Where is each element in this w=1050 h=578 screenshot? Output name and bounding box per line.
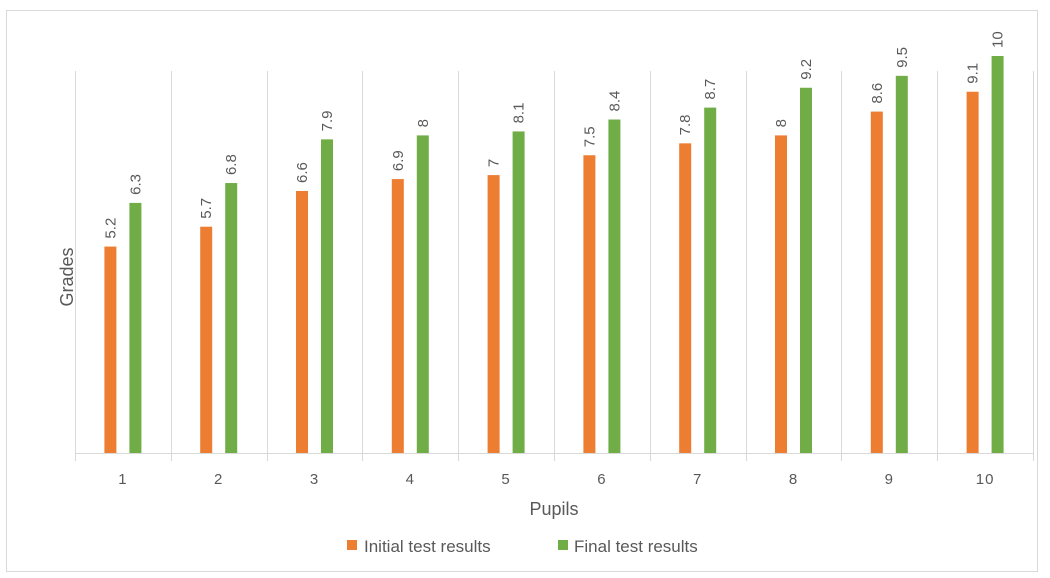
data-label-initial-pupil-4: 6.9 [390, 150, 407, 171]
legend-label-initial: Initial test results [364, 537, 491, 556]
data-label-initial-pupil-5: 7 [486, 159, 503, 167]
bar-initial-pupil-1 [104, 246, 117, 453]
x-tick-label-10: 10 [976, 471, 995, 488]
data-label-final-pupil-9: 9.5 [894, 47, 911, 68]
bar-final-pupil-9 [895, 75, 908, 453]
data-labels: 5.2 6.3 5.7 6.8 6.6 7.9 6.9 8 7 8.1 7.5 8.4 7.8 8.7 8 9… [102, 31, 1006, 238]
data-label-final-pupil-8: 9.2 [798, 59, 815, 80]
x-tick-label-4: 4 [406, 471, 415, 488]
legend-swatch-initial [347, 540, 357, 550]
data-label-final-pupil-4: 8 [415, 119, 432, 127]
bar-final-pupil-8 [800, 87, 812, 453]
data-label-initial-pupil-7: 7.8 [677, 114, 694, 135]
data-label-initial-pupil-1: 5.2 [102, 218, 119, 239]
bar-final-pupil-10 [991, 56, 1004, 453]
bar-initial-pupil-5 [487, 175, 500, 453]
data-label-final-pupil-7: 8.7 [702, 79, 719, 100]
data-label-final-pupil-6: 8.4 [606, 91, 623, 112]
bar-final-pupil-6 [608, 119, 621, 454]
y-axis-title: Grades [57, 247, 77, 306]
bar-final-pupil-1 [129, 202, 142, 453]
bar-initial-pupil-10 [966, 91, 979, 453]
data-label-initial-pupil-2: 5.7 [198, 198, 215, 219]
data-label-initial-pupil-10: 9.1 [965, 63, 982, 84]
bar-initial-pupil-9 [870, 111, 883, 453]
x-axis-title: Pupils [529, 499, 578, 519]
chart-frame: 5.2 6.3 5.7 6.8 6.6 7.9 6.9 8 7 8.1 7.5 8.4 7.8 8.7 8 9… [6, 10, 1038, 572]
x-tick-label-2: 2 [214, 471, 223, 488]
data-label-final-pupil-1: 6.3 [127, 174, 144, 195]
data-label-initial-pupil-9: 8.6 [869, 83, 886, 104]
x-tick-label-9: 9 [885, 471, 894, 488]
bar-initial-pupil-8 [775, 135, 787, 453]
bar-initial-pupil-6 [583, 155, 596, 453]
x-tick-labels: 1 2 3 4 5 6 7 8 9 10 [118, 471, 995, 488]
legend-label-final: Final test results [574, 537, 698, 556]
data-label-final-pupil-2: 6.8 [223, 154, 240, 175]
bar-final-pupil-3 [321, 139, 333, 453]
legend-swatch-final [558, 540, 568, 550]
bar-initial-pupil-7 [679, 143, 692, 453]
bars [104, 56, 1004, 454]
bar-final-pupil-4 [416, 135, 429, 453]
data-label-final-pupil-5: 8.1 [511, 103, 528, 124]
gridlines [75, 71, 1034, 461]
x-tick-label-3: 3 [310, 471, 319, 488]
x-tick-label-8: 8 [789, 471, 798, 488]
x-tick-label-5: 5 [501, 471, 510, 488]
bar-initial-pupil-3 [296, 190, 308, 454]
x-tick-label-1: 1 [118, 471, 127, 488]
x-tick-label-6: 6 [597, 471, 606, 488]
bar-final-pupil-7 [704, 107, 717, 454]
legend: Initial test results Final test results [347, 537, 698, 556]
data-label-initial-pupil-3: 6.6 [294, 162, 311, 183]
data-label-final-pupil-3: 7.9 [319, 111, 336, 132]
data-label-final-pupil-10: 10 [990, 31, 1007, 48]
bar-chart: 5.2 6.3 5.7 6.8 6.6 7.9 6.9 8 7 8.1 7.5 8.4 7.8 8.7 8 9… [57, 31, 1034, 556]
bar-initial-pupil-2 [200, 226, 213, 453]
data-label-initial-pupil-6: 7.5 [581, 126, 598, 147]
bar-final-pupil-2 [225, 183, 238, 454]
bar-initial-pupil-4 [391, 179, 404, 453]
data-label-initial-pupil-8: 8 [773, 119, 790, 127]
x-tick-label-7: 7 [693, 471, 702, 488]
bar-final-pupil-5 [512, 131, 525, 453]
